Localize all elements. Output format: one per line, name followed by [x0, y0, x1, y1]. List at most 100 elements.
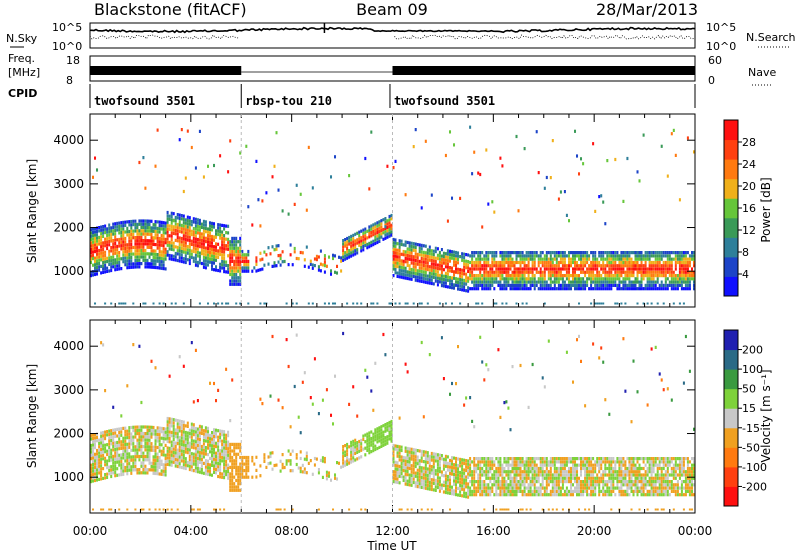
echo-cell: [344, 460, 347, 464]
echo-cell: [112, 225, 115, 230]
echo-cell: [440, 257, 443, 261]
echo-cell: [146, 435, 149, 439]
echo-cell: [243, 469, 246, 473]
echo-cell: [477, 457, 480, 461]
echo-cell: [146, 445, 149, 449]
echo-cell: [636, 287, 639, 291]
echo-cell: [346, 456, 349, 460]
echo-cell: [146, 451, 149, 455]
echo-cell: [368, 451, 371, 455]
echo-cell: [243, 266, 246, 270]
echo-cell: [574, 251, 577, 255]
echo-cell: [410, 470, 413, 474]
echo-cell: [636, 277, 639, 281]
echo-cell: [299, 450, 302, 454]
echo-cell: [505, 470, 508, 474]
echo-cell: [384, 439, 387, 443]
echo-cell: [483, 274, 486, 278]
echo-cell: [348, 458, 351, 462]
echo-cell: [424, 483, 427, 487]
echo-cell: [178, 419, 181, 423]
echo-cell: [211, 244, 214, 248]
echo-cell: [156, 233, 159, 237]
echo-cell: [192, 256, 195, 260]
echo-cell: [428, 248, 431, 252]
echo-cell: [461, 481, 464, 485]
echo-cell: [233, 240, 236, 244]
echo-cell: [100, 444, 103, 448]
echo-cell: [122, 436, 125, 440]
echo-cell: [231, 442, 234, 446]
echo-cell: [624, 277, 627, 281]
echo-cell: [525, 287, 528, 291]
echo-cell: [473, 473, 476, 477]
echo-cell: [227, 247, 230, 251]
echo-cell: [475, 457, 478, 461]
echo-cell: [156, 226, 159, 230]
echo-cell: [190, 239, 193, 243]
echo-cell: [211, 261, 214, 265]
echo-cell: [368, 235, 371, 239]
echo-cell: [410, 241, 413, 245]
echo-cell: [198, 451, 201, 455]
echo-cell: [394, 464, 397, 468]
echo-cell: [414, 242, 417, 246]
echo-cell: [646, 257, 649, 261]
echo-cell: [136, 265, 139, 269]
echo-cell: [477, 302, 480, 305]
echo-cell: [215, 252, 218, 256]
echo-cell: [178, 429, 181, 433]
echo-cell: [682, 280, 685, 284]
echo-cell: [620, 270, 623, 274]
echo-cell: [360, 246, 363, 250]
echo-cell: [618, 270, 621, 274]
cpid-segment-0: twofsound 3501: [94, 94, 195, 108]
echo-cell: [608, 254, 611, 258]
echo-cell: [188, 219, 191, 223]
echo-cell: [136, 255, 139, 259]
echo-cell: [211, 238, 214, 242]
echo-cell: [116, 450, 119, 454]
echo-cell: [255, 262, 258, 266]
echo-cell: [146, 458, 149, 462]
echo-cell: [98, 255, 101, 259]
echo-cell: [126, 508, 129, 511]
echo-cell: [622, 277, 625, 281]
echo-cell: [140, 242, 143, 246]
echo-cell: [368, 245, 371, 249]
echo-cell: [461, 487, 464, 491]
echo-cell: [146, 220, 149, 224]
echo-cell: [166, 452, 169, 457]
echo-cell: [503, 280, 506, 284]
echo-cell: [650, 251, 653, 255]
echo-cell: [463, 484, 466, 488]
echo-cell: [231, 482, 234, 486]
echo-cell: [682, 287, 685, 291]
echo-cell: [648, 267, 651, 271]
echo-cell: [410, 274, 413, 278]
echo-cell: [412, 471, 415, 475]
echo-cell: [182, 436, 185, 441]
echo-cell: [390, 223, 393, 227]
echo-cell: [158, 220, 161, 224]
echo-cell: [168, 436, 171, 441]
echo-cell: [406, 370, 409, 374]
echo-cell: [122, 260, 125, 264]
echo-cell: [499, 270, 502, 274]
echo-cell: [209, 231, 212, 235]
echo-cell: [352, 237, 355, 241]
echo-cell: [271, 175, 274, 179]
echo-cell: [604, 222, 607, 226]
echo-cell: [471, 287, 474, 291]
echo-cell: [233, 272, 236, 277]
echo-cell: [110, 226, 113, 230]
echo-cell: [618, 260, 621, 265]
echo-cell: [446, 484, 449, 488]
echo-cell: [120, 433, 123, 437]
echo-cell: [640, 260, 643, 265]
echo-cell: [557, 277, 560, 281]
echo-cell: [176, 422, 179, 426]
echo-cell: [120, 414, 123, 418]
echo-cell: [529, 283, 532, 287]
echo-cell: [108, 442, 111, 446]
